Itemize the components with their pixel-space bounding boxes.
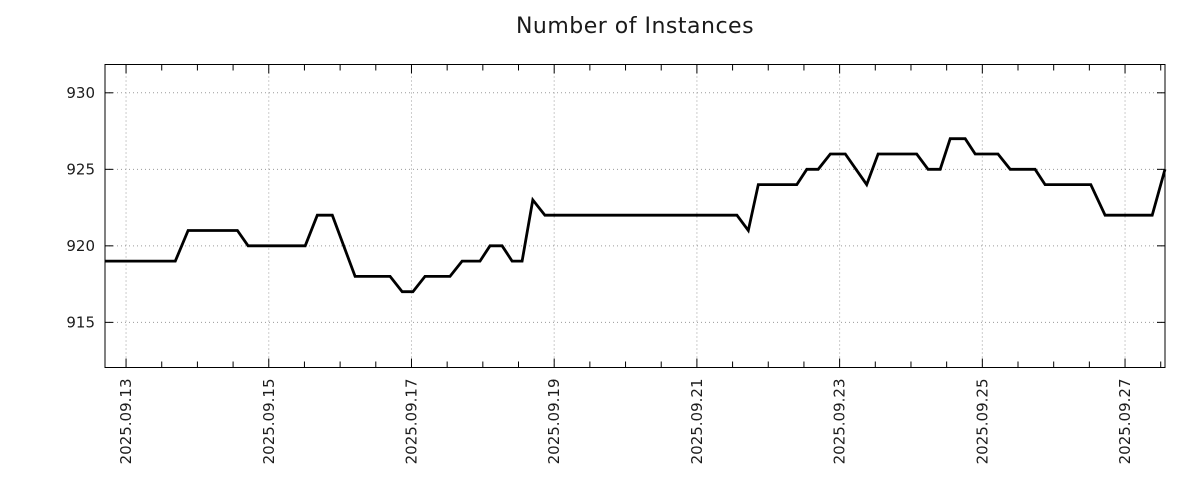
y-tick-labels: 915 920 925 930	[66, 84, 95, 332]
x-tick-label: 2025.09.15	[260, 379, 278, 465]
y-tick-label: 915	[66, 313, 95, 331]
x-tick-label: 2025.09.21	[688, 379, 706, 465]
x-tick-labels: 2025.09.13 2025.09.15 2025.09.17 2025.09.19…	[117, 379, 1134, 465]
x-tick-label: 2025.09.19	[545, 379, 563, 465]
y-tick-label: 920	[66, 237, 95, 255]
data-line-instances	[105, 137, 1167, 294]
chart-title: Number of Instances	[515, 14, 755, 39]
plot-frame	[104, 64, 1166, 368]
x-tick-label: 2025.09.17	[402, 379, 420, 465]
x-tick-label: 2025.09.27	[1116, 379, 1134, 465]
y-tick-label: 930	[66, 84, 95, 102]
x-tick-label: 2025.09.13	[117, 379, 135, 465]
y-tick-label: 925	[66, 160, 95, 178]
x-tick-label: 2025.09.25	[973, 379, 991, 465]
axis-ticks	[105, 64, 1165, 368]
x-tick-label: 2025.09.23	[831, 379, 849, 465]
